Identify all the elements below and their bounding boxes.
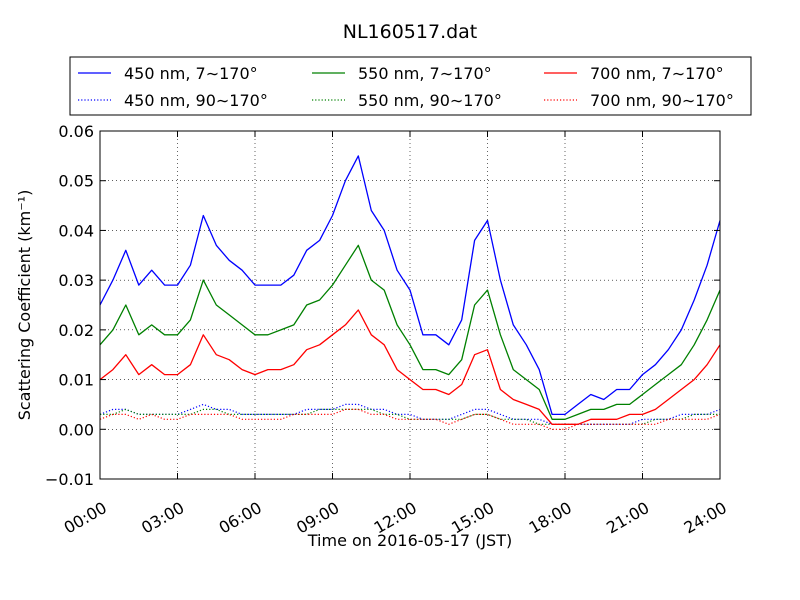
x-tick-label: 06:00 — [216, 498, 265, 538]
series-line — [99, 408, 721, 430]
y-tick-label: 0.04 — [58, 221, 94, 240]
legend-label: 700 nm, 7∼170° — [590, 64, 724, 83]
x-axis-label: Time on 2016-05-17 (JST) — [307, 531, 512, 550]
x-tick-label: 24:00 — [681, 498, 730, 538]
legend-label: 550 nm, 90∼170° — [358, 91, 502, 110]
legend: 450 nm, 7∼170° 450 nm, 90∼170° 550 nm, 7∼1… — [69, 56, 752, 116]
y-tick-label: 0.02 — [58, 321, 94, 340]
series-line — [99, 309, 721, 425]
x-tick-label: 18:00 — [526, 498, 575, 538]
legend-label: 550 nm, 7∼170° — [358, 64, 492, 83]
legend-label: 450 nm, 7∼170° — [124, 64, 258, 83]
x-tick-label: 00:00 — [61, 498, 110, 538]
chart-title: NL160517.dat — [343, 21, 478, 43]
legend-label: 700 nm, 90∼170° — [590, 91, 734, 110]
y-tick-label: 0.06 — [58, 122, 94, 141]
y-tick-label: 0.03 — [58, 271, 94, 290]
series-lines — [99, 155, 721, 430]
y-tick-label: 0.01 — [58, 371, 94, 390]
series-line — [99, 155, 721, 416]
series-line — [99, 244, 721, 420]
legend-box — [69, 56, 752, 116]
y-tick-label: 0.05 — [58, 172, 94, 191]
x-tick-label: 21:00 — [603, 498, 652, 538]
x-tick-label: 03:00 — [138, 498, 187, 538]
plot-area — [100, 131, 720, 479]
y-tick-label: 0.00 — [58, 420, 94, 439]
y-axis-label: Scattering Coefficient (km⁻¹) — [15, 190, 34, 421]
legend-label: 450 nm, 90∼170° — [124, 91, 268, 110]
y-tick-label: −0.01 — [45, 470, 94, 489]
